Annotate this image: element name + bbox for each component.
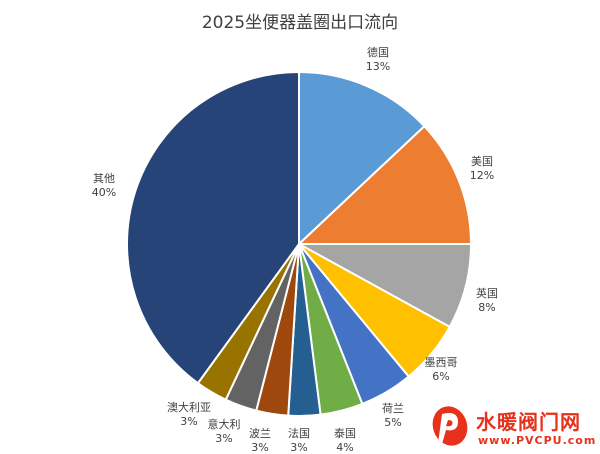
slice-value-label: 12% <box>470 169 494 182</box>
slice-value-label: 8% <box>478 301 495 314</box>
watermark: 水暖阀门网 www.PVCPU.com <box>428 402 596 452</box>
slice-name-label: 德国 <box>367 45 389 59</box>
pie-slice-1 <box>298 70 426 247</box>
watermark-name: 水暖阀门网 <box>476 410 581 434</box>
slice-name-label: 波兰 <box>249 427 271 440</box>
pie-slice-2 <box>296 124 473 245</box>
pie-slice-11 <box>126 70 300 385</box>
slice-value-label: 3% <box>180 415 197 428</box>
slice-name-label: 意大利 <box>208 417 241 431</box>
slice-value-label: 13% <box>366 60 390 73</box>
slice-name-label: 法国 <box>288 426 310 440</box>
watermark-url: www.PVCPU.com <box>478 434 597 447</box>
slice-name-label: 荷兰 <box>382 402 404 415</box>
slice-value-label: 5% <box>384 416 401 429</box>
slice-name-label: 其他 <box>93 172 115 185</box>
slice-name-label: 墨西哥 <box>425 356 458 369</box>
pie-slices <box>126 70 473 417</box>
slice-value-label: 3% <box>215 432 232 445</box>
slice-value-label: 3% <box>290 441 307 454</box>
slice-value-label: 3% <box>251 441 268 454</box>
slice-name-label: 美国 <box>471 155 493 168</box>
slice-value-label: 6% <box>432 370 449 383</box>
chart-title: 2025坐便器盖圈出口流向 <box>201 13 399 33</box>
slice-value-label: 40% <box>92 186 116 199</box>
slice-labels: 德国13%美国12%英国8%墨西哥6%荷兰5%泰国4%法国3%波兰3%意大利3%… <box>92 45 498 454</box>
slice-name-label: 英国 <box>476 286 498 300</box>
slice-value-label: 4% <box>336 441 353 454</box>
watermark-logo-icon <box>432 406 468 446</box>
slice-name-label: 泰国 <box>334 426 356 440</box>
slice-name-label: 澳大利亚 <box>167 400 211 414</box>
